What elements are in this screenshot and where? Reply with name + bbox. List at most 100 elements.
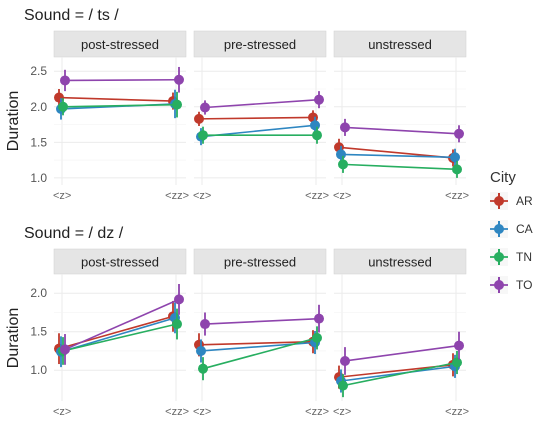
series-line xyxy=(62,103,178,108)
legend-entry-TO: TO xyxy=(490,276,532,294)
facet-strip xyxy=(53,30,187,58)
facet-post-stressed: post-stressed <z> <zz> xyxy=(53,248,189,418)
legend-label: AR xyxy=(516,194,533,208)
series-line xyxy=(58,96,174,102)
data-point xyxy=(174,74,184,85)
series-TO xyxy=(60,66,184,93)
series-CA xyxy=(196,116,320,146)
series-TN xyxy=(58,308,182,365)
y-tick-label: 2.0 xyxy=(30,100,47,114)
series-line xyxy=(64,298,180,351)
series-TN xyxy=(198,126,322,144)
series-TO xyxy=(200,304,324,336)
series-CA xyxy=(196,330,320,363)
data-point xyxy=(338,159,348,170)
facet-strip xyxy=(53,248,187,275)
legend-label: TO xyxy=(516,278,532,292)
y-tick-label: 1.0 xyxy=(30,363,47,377)
y-tick-label: 2.5 xyxy=(30,64,47,78)
data-point xyxy=(340,355,350,366)
series-TN xyxy=(198,326,322,381)
data-point xyxy=(310,120,320,131)
data-point xyxy=(452,357,462,368)
series-TN xyxy=(338,155,462,178)
y-tick-label: 1.0 xyxy=(30,171,47,185)
data-point xyxy=(198,130,208,141)
facet-strip xyxy=(193,30,327,58)
data-point xyxy=(312,332,322,343)
series-TN xyxy=(58,91,182,118)
data-point xyxy=(172,99,182,110)
legend-key-point xyxy=(494,280,504,290)
facet-unstressed: unstressed <z> <zz> xyxy=(333,248,469,418)
data-point xyxy=(312,130,322,141)
legend-entry-CA: CA xyxy=(490,220,533,238)
data-point xyxy=(454,128,464,139)
data-point xyxy=(336,149,346,160)
data-point xyxy=(196,345,206,356)
series-line xyxy=(340,153,456,159)
series-TO xyxy=(340,118,464,143)
facet-strip xyxy=(193,248,327,275)
legend: City AR CA TN TO xyxy=(490,169,533,294)
legend-entry-TN: TN xyxy=(490,248,532,266)
legend-key-point xyxy=(494,252,504,262)
y-tick-label: 1.5 xyxy=(30,135,47,149)
data-point xyxy=(454,340,464,351)
facet-strip-label: post-stressed xyxy=(81,255,159,270)
series-line xyxy=(202,337,318,370)
facet-strip xyxy=(333,30,467,58)
series-AR xyxy=(194,110,318,126)
facet-pre-stressed: pre-stressed <z> <zz> xyxy=(193,30,329,202)
series-line xyxy=(64,78,180,82)
data-point xyxy=(200,319,210,330)
facet-strip-label: pre-stressed xyxy=(224,255,296,270)
data-point xyxy=(172,319,182,330)
series-line xyxy=(342,163,458,171)
series-line xyxy=(204,98,320,109)
x-tick-label: <z> xyxy=(53,190,71,202)
data-point xyxy=(58,101,68,112)
data-point xyxy=(194,113,204,124)
legend-label: CA xyxy=(516,222,533,236)
facet-pre-stressed: pre-stressed <z> <zz> xyxy=(193,248,329,418)
x-tick-label: <zz> xyxy=(305,406,329,418)
x-tick-label: <z> xyxy=(193,190,211,202)
facet-strip-label: pre-stressed xyxy=(224,37,296,52)
chart-dz: Sound = / dz / Duration 1.0 1.5 2.0 post-stre… xyxy=(5,225,469,418)
facet-unstressed: unstressed <z> <zz> xyxy=(333,30,469,202)
series-CA xyxy=(336,145,460,166)
legend-entry-AR: AR xyxy=(490,192,533,210)
y-tick-label: 2.0 xyxy=(30,286,47,300)
facet-strip-label: unstressed xyxy=(368,255,432,270)
data-point xyxy=(198,363,208,374)
legend-title: City xyxy=(490,169,516,186)
series-line xyxy=(60,317,176,353)
chart-ts: Sound = / ts / Duration 1.0 1.5 2.0 2.5 post-s… xyxy=(5,7,469,202)
data-point xyxy=(60,344,70,355)
y-tick-label: 1.5 xyxy=(30,325,47,339)
legend-key-point xyxy=(494,224,504,234)
x-tick-label: <zz> xyxy=(445,190,469,202)
x-tick-label: <z> xyxy=(333,406,351,418)
x-tick-label: <z> xyxy=(193,406,211,418)
data-point xyxy=(450,152,460,163)
data-point xyxy=(314,313,324,324)
data-point xyxy=(200,102,210,113)
series-TO xyxy=(200,91,324,115)
x-tick-label: <z> xyxy=(53,406,71,418)
series-line xyxy=(198,340,314,346)
y-axis-label: Duration xyxy=(5,91,22,151)
chart-title: Sound = / ts / xyxy=(24,7,119,24)
x-tick-label: <zz> xyxy=(165,406,189,418)
y-axis-label: Duration xyxy=(5,308,22,368)
data-point xyxy=(340,122,350,133)
x-tick-label: <zz> xyxy=(305,190,329,202)
data-point xyxy=(60,75,70,86)
facet-strip-label: post-stressed xyxy=(81,37,159,52)
series-line xyxy=(198,116,314,120)
x-tick-label: <z> xyxy=(333,190,351,202)
series-line xyxy=(204,317,320,325)
series-TO xyxy=(60,284,184,365)
